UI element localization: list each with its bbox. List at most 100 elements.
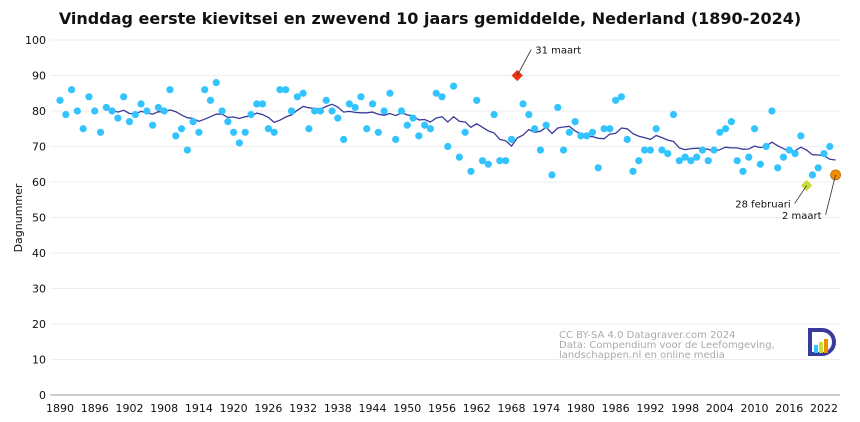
data-point — [681, 153, 689, 161]
annotation-label: 31 maart — [535, 46, 581, 57]
data-point — [322, 96, 330, 104]
x-tick-label: 2016 — [775, 402, 803, 415]
data-point — [484, 160, 492, 168]
data-point — [710, 146, 718, 154]
data-point — [698, 146, 707, 154]
data-point — [779, 153, 788, 161]
x-tick-label: 1950 — [393, 402, 421, 415]
y-tick-label: 50 — [32, 212, 46, 225]
data-point — [264, 125, 272, 133]
data-point — [565, 128, 573, 136]
data-point — [426, 125, 435, 133]
y-tick-label: 70 — [32, 141, 46, 154]
y-tick-label: 20 — [32, 318, 46, 331]
data-point — [502, 157, 510, 165]
data-point — [380, 107, 388, 115]
data-point — [409, 114, 417, 122]
data-point — [79, 125, 87, 133]
x-tick-label: 1902 — [115, 402, 143, 415]
data-point — [56, 96, 64, 104]
data-point — [785, 146, 793, 154]
data-point — [270, 128, 278, 136]
y-tick-label: 60 — [32, 176, 46, 189]
data-point — [96, 128, 105, 136]
data-point — [750, 125, 759, 133]
x-tick-label: 1920 — [220, 402, 248, 415]
annotation-leader — [516, 49, 532, 76]
x-tick-label: 1968 — [497, 402, 525, 415]
data-point — [143, 107, 151, 115]
data-point — [490, 110, 498, 119]
data-point — [768, 107, 776, 115]
y-tick-label: 0 — [39, 389, 46, 402]
data-point — [554, 103, 562, 112]
data-point — [629, 167, 637, 175]
y-axis-label: Dagnummer — [12, 183, 25, 252]
x-tick-label: 1998 — [671, 402, 699, 415]
data-point — [559, 146, 568, 154]
data-point — [62, 110, 70, 119]
data-point — [745, 153, 753, 161]
data-point — [102, 103, 110, 112]
data-point — [577, 132, 585, 140]
x-tick-label: 1938 — [324, 402, 352, 415]
data-point — [473, 96, 481, 104]
data-point — [287, 107, 296, 115]
data-point — [73, 107, 81, 115]
data-point — [345, 100, 353, 108]
x-tick-label: 1932 — [289, 402, 317, 415]
data-point — [432, 89, 440, 97]
data-point — [507, 135, 516, 143]
data-point — [357, 93, 365, 101]
credit-line: CC BY-SA 4.0 Datagraver.com 2024 — [559, 330, 736, 341]
annotation-label: 2 maart — [782, 211, 822, 222]
data-point — [293, 93, 301, 101]
data-point — [623, 135, 631, 143]
data-point — [230, 128, 238, 136]
data-point — [351, 103, 359, 112]
data-point — [652, 125, 660, 133]
annotation-leader — [825, 174, 836, 215]
data-point — [461, 128, 469, 136]
data-point — [241, 128, 249, 136]
y-tick-label: 10 — [32, 354, 46, 367]
data-point — [548, 171, 556, 179]
data-point — [374, 128, 382, 136]
data-point — [397, 107, 406, 115]
data-point — [125, 118, 134, 126]
data-point — [594, 164, 602, 172]
data-point — [739, 167, 747, 175]
data-point — [693, 153, 701, 161]
datagraver-logo — [808, 328, 836, 356]
x-tick-label: 1890 — [46, 402, 74, 415]
data-point — [131, 110, 139, 119]
data-point — [583, 132, 591, 140]
x-tick-label: 1896 — [81, 402, 109, 415]
data-point — [137, 100, 145, 108]
data-point — [415, 132, 423, 140]
data-point — [328, 107, 336, 115]
data-point — [791, 150, 799, 158]
data-point — [183, 146, 191, 154]
credits: CC BY-SA 4.0 Datagraver.com 2024 Data: C… — [559, 330, 775, 361]
x-tick-label: 1992 — [636, 402, 664, 415]
data-point — [814, 164, 822, 172]
x-tick-label: 1908 — [150, 402, 178, 415]
data-point — [67, 86, 76, 94]
data-point — [149, 121, 157, 129]
credit-line: landschappen.nl en online media — [559, 350, 725, 361]
x-tick-label: 2010 — [741, 402, 769, 415]
data-point — [363, 125, 371, 133]
data-point — [166, 86, 174, 94]
data-point — [646, 146, 654, 154]
data-point — [826, 142, 834, 151]
data-point — [195, 128, 203, 136]
y-tick-label: 30 — [32, 283, 46, 296]
y-tick-label: 40 — [32, 247, 46, 260]
x-tick-label: 1914 — [185, 402, 213, 415]
data-point — [774, 164, 782, 172]
data-point — [449, 82, 458, 90]
data-point — [617, 93, 626, 101]
